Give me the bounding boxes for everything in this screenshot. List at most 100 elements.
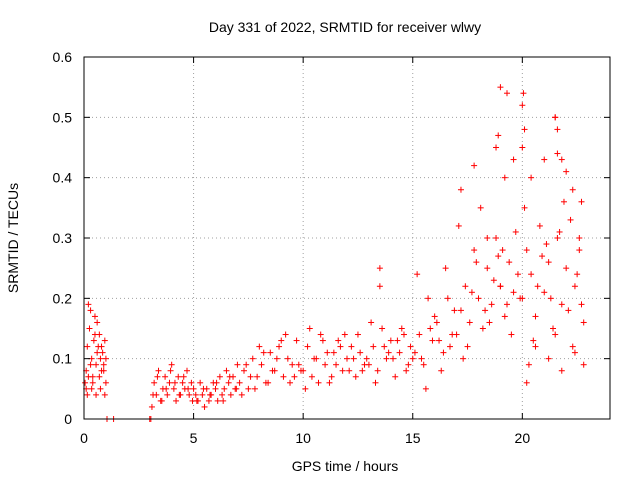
- data-point: [422, 385, 429, 392]
- data-point: [247, 373, 254, 380]
- data-point: [488, 301, 495, 308]
- data-point: [493, 235, 500, 241]
- data-point: [387, 337, 394, 344]
- data-point: [173, 397, 180, 404]
- data-point: [521, 126, 528, 133]
- data-point: [322, 361, 329, 368]
- data-point: [94, 319, 101, 326]
- data-point: [99, 349, 106, 356]
- data-point: [260, 349, 267, 356]
- data-point: [236, 379, 243, 386]
- data-point: [357, 349, 364, 356]
- data-point: [571, 349, 578, 356]
- data-point: [558, 156, 565, 163]
- y-tick-label: 0.6: [53, 49, 73, 65]
- data-point: [282, 331, 289, 338]
- data-point: [82, 379, 89, 386]
- data-point: [512, 228, 519, 235]
- data-point: [429, 337, 436, 344]
- data-point: [101, 337, 108, 344]
- data-point: [352, 373, 359, 380]
- data-point: [100, 367, 107, 374]
- data-point: [267, 349, 274, 356]
- data-point: [457, 307, 464, 314]
- data-point: [151, 379, 158, 386]
- data-point: [574, 271, 581, 278]
- data-point: [148, 403, 155, 410]
- data-point: [510, 289, 517, 296]
- data-point: [85, 301, 92, 308]
- data-point: [243, 361, 250, 368]
- data-point: [335, 337, 342, 344]
- data-point: [339, 367, 346, 374]
- data-point: [479, 325, 486, 332]
- data-point: [295, 361, 302, 368]
- data-point: [354, 331, 361, 338]
- data-point: [563, 265, 570, 272]
- data-point: [484, 265, 491, 272]
- data-point: [240, 367, 247, 374]
- data-point: [442, 265, 449, 272]
- data-point: [501, 313, 508, 320]
- data-point: [249, 355, 256, 362]
- data-point: [90, 337, 97, 344]
- x-axis-label: GPS time / hours: [292, 458, 399, 474]
- data-point: [93, 391, 100, 398]
- data-point: [84, 391, 91, 398]
- data-point: [213, 379, 220, 386]
- data-point: [372, 379, 379, 386]
- data-point: [460, 355, 467, 362]
- data-point: [385, 349, 392, 356]
- data-point: [543, 241, 550, 248]
- data-point: [370, 343, 377, 350]
- data-point: [269, 367, 276, 374]
- data-point: [162, 373, 169, 380]
- data-point: [400, 331, 407, 338]
- x-tick-label: 20: [515, 430, 531, 446]
- data-point: [532, 343, 539, 350]
- data-point: [451, 307, 458, 314]
- data-point: [530, 337, 537, 344]
- data-point: [556, 228, 563, 235]
- chart-title: Day 331 of 2022, SRMTID for receiver wlw…: [209, 19, 481, 35]
- data-point: [547, 295, 554, 302]
- data-point: [576, 247, 583, 254]
- data-point: [176, 391, 183, 398]
- data-point: [346, 367, 353, 374]
- data-point: [200, 385, 207, 392]
- data-point: [170, 385, 177, 392]
- data-point: [464, 343, 471, 350]
- data-point: [525, 361, 532, 368]
- data-point: [212, 385, 219, 392]
- data-point: [226, 373, 233, 380]
- data-point: [376, 283, 383, 290]
- data-point: [495, 132, 502, 139]
- data-point: [453, 331, 460, 338]
- data-point: [484, 235, 491, 241]
- data-point: [514, 271, 521, 278]
- data-point: [333, 361, 340, 368]
- data-point: [93, 361, 100, 368]
- data-point: [466, 319, 473, 326]
- data-point: [227, 391, 234, 398]
- data-point: [97, 385, 104, 392]
- data-point: [326, 379, 333, 386]
- data-point: [273, 355, 280, 362]
- data-point: [293, 337, 300, 344]
- data-point: [319, 337, 326, 344]
- data-point: [425, 295, 432, 302]
- data-point: [381, 343, 388, 350]
- data-point: [197, 379, 204, 386]
- data-point: [311, 355, 318, 362]
- data-point: [251, 385, 258, 392]
- data-points: [82, 84, 587, 422]
- data-point: [94, 349, 101, 356]
- data-point: [171, 379, 178, 386]
- data-point: [444, 295, 451, 302]
- y-tick-label: 0.3: [53, 230, 73, 246]
- data-point: [416, 331, 423, 338]
- y-tick-label: 0.2: [53, 290, 73, 306]
- data-point: [306, 325, 313, 332]
- data-point: [175, 373, 182, 380]
